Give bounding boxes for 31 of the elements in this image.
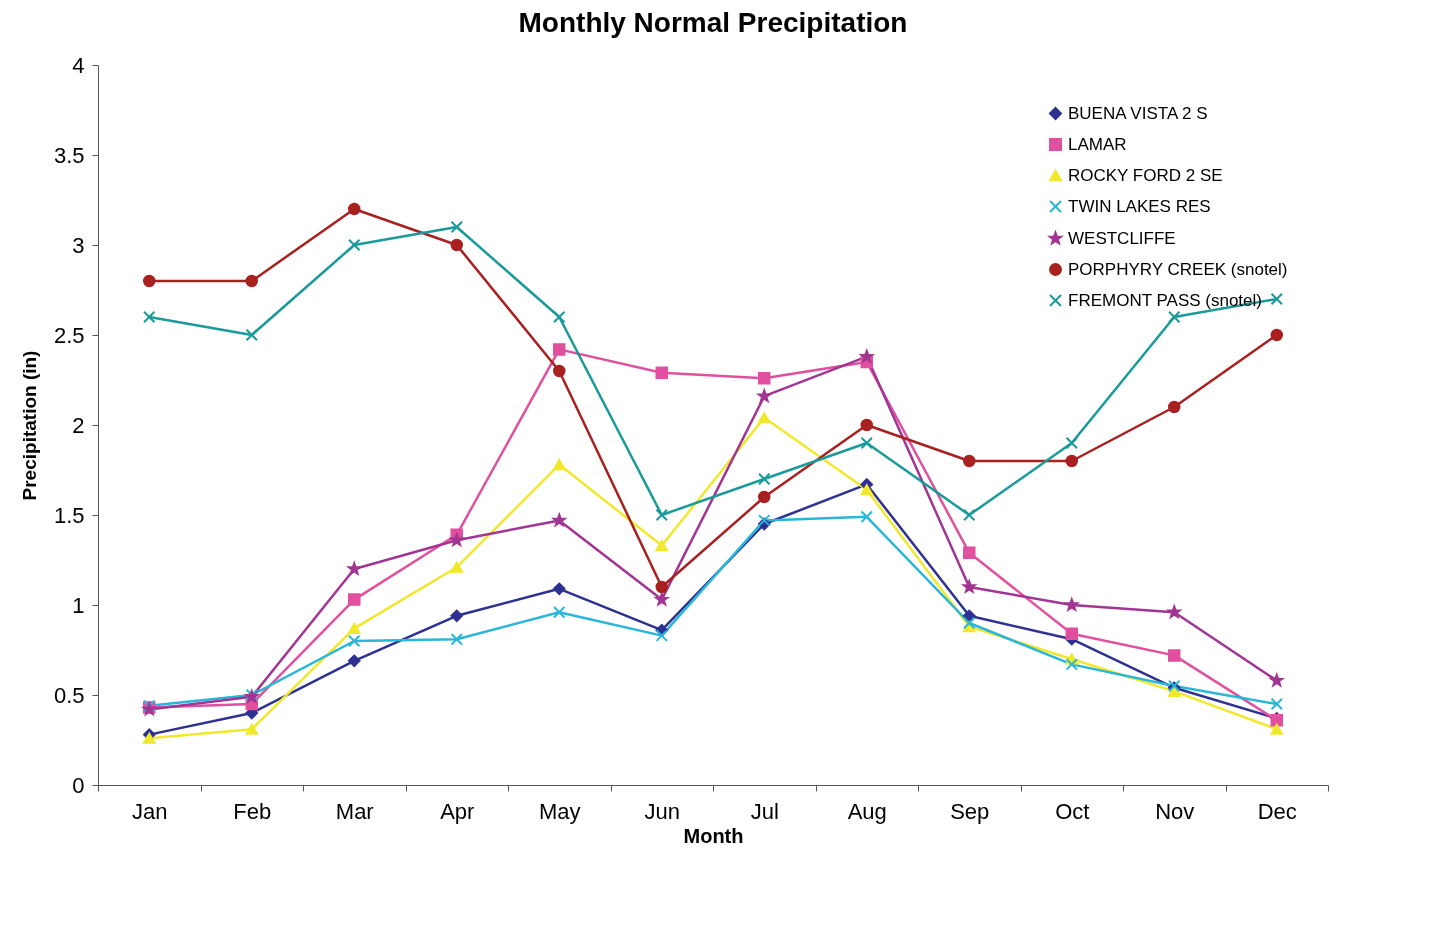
legend-label: PORPHYRY CREEK (snotel) — [1068, 259, 1288, 279]
y-tick-label: 1.5 — [53, 502, 85, 528]
x-tick-label: May — [538, 798, 581, 824]
x-tick-label: Jun — [644, 798, 680, 824]
legend-label: WESTCLIFFE — [1068, 228, 1176, 248]
x-axis-title: Month — [683, 824, 744, 847]
y-tick-label: 3 — [72, 232, 85, 258]
x-tick-label: Jul — [750, 798, 779, 824]
legend-label: ROCKY FORD 2 SE — [1068, 165, 1223, 185]
y-tick-label: 0 — [72, 772, 85, 798]
legend-label: LAMAR — [1068, 134, 1127, 154]
x-tick-label: Apr — [440, 798, 475, 824]
chart-title: Monthly Normal Precipitation — [518, 7, 908, 38]
y-tick-label: 2 — [72, 412, 85, 438]
y-tick-label: 2.5 — [53, 322, 85, 348]
x-tick-label: Aug — [847, 798, 887, 824]
x-tick-label: Jan — [132, 798, 168, 824]
legend-label: BUENA VISTA 2 S — [1068, 103, 1208, 123]
x-tick-label: Oct — [1055, 798, 1090, 824]
x-tick-label: Sep — [950, 798, 990, 824]
y-tick-label: 3.5 — [53, 142, 85, 168]
legend-label: TWIN LAKES RES — [1068, 196, 1211, 216]
y-axis-title: Precipitation (in) — [18, 350, 40, 501]
x-tick-label: Feb — [233, 798, 272, 824]
x-tick-label: Dec — [1257, 798, 1297, 824]
x-tick-label: Mar — [335, 798, 374, 824]
y-tick-label: 4 — [72, 52, 85, 78]
legend-label: FREMONT PASS (snotel) — [1068, 290, 1262, 310]
x-tick-label: Nov — [1155, 798, 1195, 824]
y-tick-label: 1 — [72, 592, 85, 618]
y-tick-label: 0.5 — [53, 682, 85, 708]
